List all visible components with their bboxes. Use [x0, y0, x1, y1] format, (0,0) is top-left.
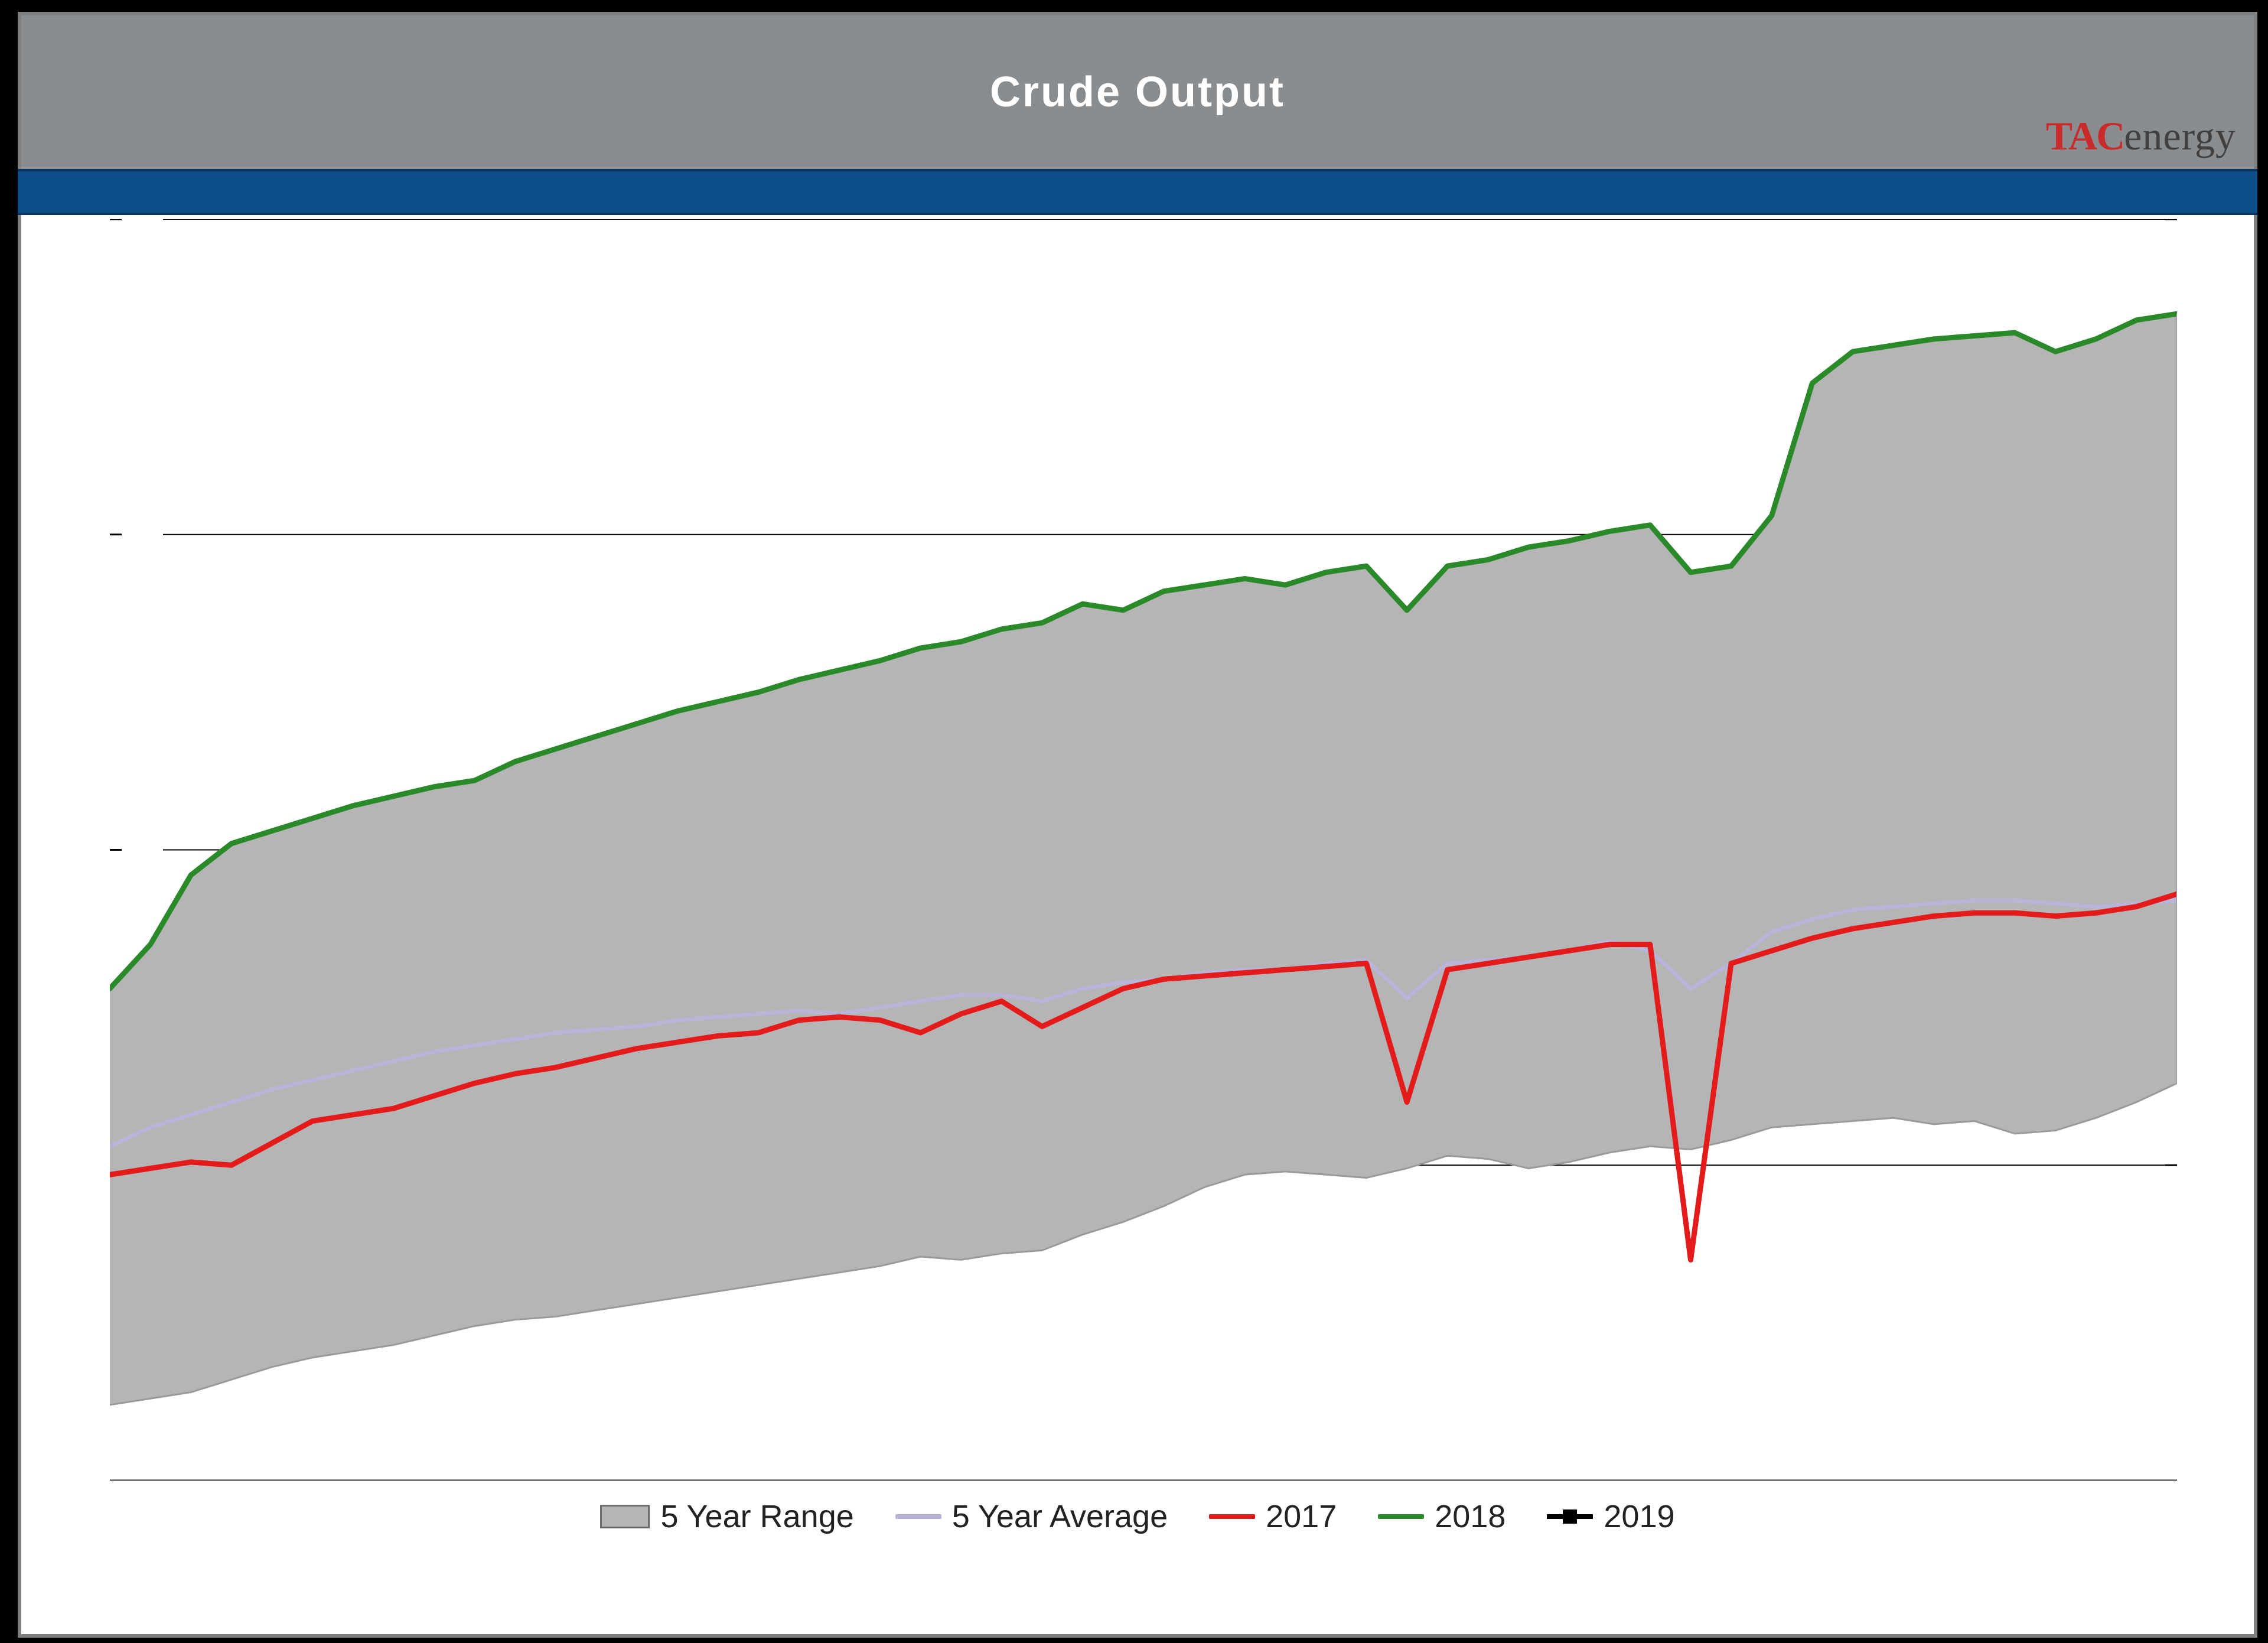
legend-swatch-line: [1378, 1514, 1424, 1519]
legend-item-s2018: 2018: [1378, 1498, 1506, 1535]
legend-swatch-line: [1209, 1514, 1255, 1519]
legend-item-s2017: 2017: [1209, 1498, 1337, 1535]
logo-red-text: TAC: [2046, 113, 2124, 158]
chart-title: Crude Output: [990, 68, 1285, 116]
legend-label: 5 Year Range: [660, 1498, 853, 1535]
legend: 5 Year Range 5 Year Average 2017 2018 2019: [21, 1498, 2254, 1535]
title-bar: Crude Output: [21, 15, 2254, 169]
legend-item-avg: 5 Year Average: [895, 1498, 1168, 1535]
legend-item-range: 5 Year Range: [600, 1498, 853, 1535]
legend-swatch-line-square: [1547, 1509, 1593, 1524]
legend-label: 2018: [1435, 1498, 1506, 1535]
logo-gray-text: energy: [2124, 113, 2236, 158]
legend-item-s2019: 2019: [1547, 1498, 1674, 1535]
legend-swatch-area: [600, 1505, 650, 1528]
legend-label: 2017: [1266, 1498, 1337, 1535]
plot-area: [110, 219, 2177, 1481]
brand-logo: TACenergy: [2046, 116, 2236, 156]
header-accent-strip: [18, 169, 2257, 215]
legend-swatch-line: [895, 1514, 941, 1519]
legend-label: 5 Year Average: [952, 1498, 1168, 1535]
outer-frame: Crude Output TACenergy 5 Year Range5 Yea…: [0, 0, 2268, 1643]
legend-label: 2019: [1604, 1498, 1674, 1535]
chart-svg: [110, 219, 2177, 1481]
chart-panel: Crude Output TACenergy 5 Year Range5 Yea…: [18, 12, 2257, 1638]
range-band: [110, 314, 2177, 1405]
